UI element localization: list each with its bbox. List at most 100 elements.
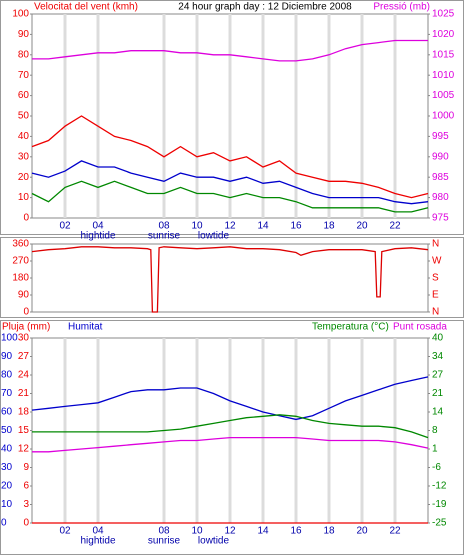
y2-tick-label: 1005 bbox=[432, 90, 455, 101]
annotation: sunrise bbox=[148, 536, 181, 547]
y-axis-title: Velocitat del vent (kmh) bbox=[34, 2, 138, 13]
y3-tick-label: 70 bbox=[1, 388, 13, 399]
y2-tick-label: 1025 bbox=[432, 9, 455, 20]
y2-tick-label: W bbox=[432, 256, 442, 267]
series-line bbox=[32, 436, 429, 453]
chart-title: 24 hour graph day : 12 Diciembre 2008 bbox=[178, 2, 352, 13]
x-tick-label: 20 bbox=[356, 526, 368, 537]
y2-tick-label: 995 bbox=[432, 131, 449, 142]
rain-title: Pluja (mm) bbox=[2, 322, 50, 333]
y2-tick-label: N bbox=[432, 307, 439, 318]
x-tick-label: 12 bbox=[224, 221, 236, 232]
y3-tick-label: 90 bbox=[1, 351, 13, 362]
series-line bbox=[32, 414, 429, 439]
y2-tick-label: -25 bbox=[432, 518, 447, 529]
y2-tick-label: 1010 bbox=[432, 70, 455, 81]
annotation: lowtide bbox=[198, 536, 230, 547]
y-tick-label: 3 bbox=[23, 499, 29, 510]
humidity-title: Humitat bbox=[68, 322, 103, 333]
y-tick-label: 15 bbox=[18, 425, 30, 436]
y2-tick-label: 990 bbox=[432, 151, 449, 162]
x-tick-label: 22 bbox=[389, 221, 401, 232]
y-tick-label: 100 bbox=[12, 9, 29, 20]
x-tick-label: 22 bbox=[389, 526, 401, 537]
x-tick-label: 04 bbox=[92, 221, 104, 232]
y-tick-label: 180 bbox=[12, 273, 29, 284]
y3-tick-label: 40 bbox=[1, 444, 13, 455]
y2-tick-label: 1020 bbox=[432, 29, 455, 40]
x-tick-label: 18 bbox=[323, 526, 335, 537]
y2-tick-label: 1 bbox=[432, 444, 438, 455]
x-tick-label: 14 bbox=[257, 221, 269, 232]
y3-tick-label: 80 bbox=[1, 370, 13, 381]
y2-tick-label: 985 bbox=[432, 172, 449, 183]
series-line bbox=[31, 160, 429, 205]
y-tick-label: 18 bbox=[18, 407, 30, 418]
y2-tick-label: 980 bbox=[432, 192, 449, 203]
x-tick-label: 10 bbox=[191, 526, 203, 537]
y2-tick-label: S bbox=[432, 273, 439, 284]
x-tick-label: 10 bbox=[191, 221, 203, 232]
x-tick-label: 08 bbox=[158, 526, 170, 537]
y2-tick-label: 14 bbox=[432, 407, 444, 418]
y2-tick-label: 34 bbox=[432, 351, 444, 362]
y-tick-label: 70 bbox=[18, 70, 30, 81]
y-tick-label: 10 bbox=[18, 192, 30, 203]
y-tick-label: 360 bbox=[12, 239, 29, 250]
y-tick-label: 30 bbox=[18, 333, 30, 344]
y-tick-label: 21 bbox=[18, 388, 30, 399]
annotation: hightide bbox=[80, 231, 115, 242]
y-tick-label: 27 bbox=[18, 351, 30, 362]
y-tick-label: 90 bbox=[18, 290, 30, 301]
series-line bbox=[32, 39, 428, 62]
series-line bbox=[31, 376, 429, 421]
y3-tick-label: 100 bbox=[1, 333, 18, 344]
x-tick-label: 14 bbox=[257, 526, 269, 537]
y3-tick-label: 0 bbox=[1, 518, 7, 529]
y3-tick-label: 10 bbox=[1, 499, 13, 510]
y2-axis-title: Pressió (mb) bbox=[373, 2, 430, 13]
x-tick-label: 02 bbox=[59, 221, 71, 232]
y3-tick-label: 50 bbox=[1, 425, 13, 436]
y2-tick-label: 8 bbox=[432, 425, 438, 436]
y2-tick-label: -19 bbox=[432, 499, 447, 510]
y-tick-label: 50 bbox=[18, 111, 30, 122]
series-line bbox=[31, 246, 429, 313]
x-tick-label: 04 bbox=[92, 526, 104, 537]
temperature-title: Temperatura (°C) bbox=[312, 322, 389, 333]
y2-tick-label: 21 bbox=[432, 388, 444, 399]
y2-tick-label: 27 bbox=[432, 370, 444, 381]
y-tick-label: 60 bbox=[18, 90, 30, 101]
series-line bbox=[31, 115, 429, 199]
y-tick-label: 30 bbox=[18, 151, 30, 162]
y3-tick-label: 20 bbox=[1, 481, 13, 492]
y2-tick-label: E bbox=[432, 290, 439, 301]
y-tick-label: 40 bbox=[18, 131, 30, 142]
x-tick-label: 08 bbox=[158, 221, 170, 232]
x-tick-label: 02 bbox=[59, 526, 71, 537]
y2-tick-label: -6 bbox=[432, 462, 441, 473]
y2-tick-label: -12 bbox=[432, 481, 447, 492]
x-tick-label: 12 bbox=[224, 526, 236, 537]
x-tick-label: 18 bbox=[323, 221, 335, 232]
y-tick-label: 24 bbox=[18, 370, 30, 381]
annotation: hightide bbox=[80, 536, 115, 547]
x-tick-label: 20 bbox=[356, 221, 368, 232]
x-tick-label: 16 bbox=[290, 221, 302, 232]
y-tick-label: 0 bbox=[23, 518, 29, 529]
y-tick-label: 6 bbox=[23, 481, 29, 492]
y2-tick-label: N bbox=[432, 239, 439, 250]
y3-tick-label: 30 bbox=[1, 462, 13, 473]
x-tick-label: 16 bbox=[290, 526, 302, 537]
annotation: sunrise bbox=[148, 231, 181, 242]
y2-tick-label: 1000 bbox=[432, 111, 455, 122]
y3-tick-label: 60 bbox=[1, 407, 13, 418]
y-tick-label: 90 bbox=[18, 29, 30, 40]
series-line bbox=[31, 180, 429, 213]
y-tick-label: 0 bbox=[23, 213, 29, 224]
y2-tick-label: 40 bbox=[432, 333, 444, 344]
y-tick-label: 20 bbox=[18, 172, 30, 183]
y2-tick-label: 975 bbox=[432, 213, 449, 224]
